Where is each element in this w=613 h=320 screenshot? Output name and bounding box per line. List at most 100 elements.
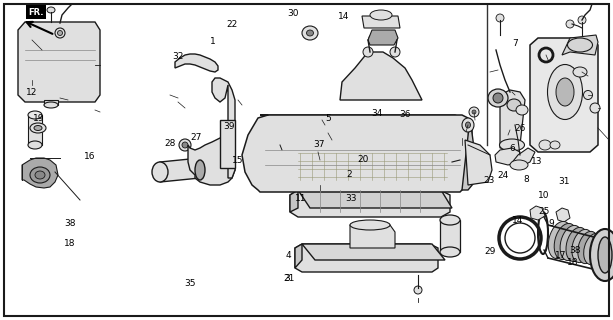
Text: 11: 11: [295, 194, 306, 203]
Polygon shape: [220, 120, 235, 168]
Ellipse shape: [469, 107, 479, 117]
Text: 19: 19: [33, 114, 44, 123]
Text: 14: 14: [338, 12, 349, 20]
Text: 16: 16: [85, 152, 96, 161]
Ellipse shape: [573, 67, 587, 77]
Text: 20: 20: [357, 155, 368, 164]
Polygon shape: [495, 148, 520, 165]
Text: 30: 30: [287, 9, 299, 18]
Ellipse shape: [306, 30, 313, 36]
Text: 14: 14: [512, 216, 524, 225]
Polygon shape: [340, 52, 422, 100]
Ellipse shape: [510, 160, 528, 170]
Text: 13: 13: [531, 157, 542, 166]
Ellipse shape: [369, 118, 381, 127]
Ellipse shape: [465, 122, 471, 128]
Ellipse shape: [283, 145, 293, 155]
Text: 28: 28: [165, 139, 176, 148]
Ellipse shape: [488, 89, 508, 107]
Ellipse shape: [578, 231, 598, 264]
Polygon shape: [562, 35, 598, 55]
Ellipse shape: [28, 111, 42, 119]
Text: 31: 31: [558, 177, 569, 186]
Ellipse shape: [274, 132, 286, 141]
Ellipse shape: [350, 220, 390, 230]
Ellipse shape: [550, 141, 560, 149]
Ellipse shape: [334, 119, 346, 129]
Text: 9: 9: [549, 220, 555, 228]
Ellipse shape: [566, 228, 588, 262]
Polygon shape: [188, 138, 235, 185]
Polygon shape: [295, 244, 438, 272]
Ellipse shape: [44, 102, 58, 108]
Polygon shape: [28, 115, 42, 145]
Text: 8: 8: [523, 175, 529, 184]
Ellipse shape: [590, 235, 609, 266]
Ellipse shape: [369, 32, 397, 44]
Ellipse shape: [556, 78, 574, 106]
Polygon shape: [44, 100, 58, 105]
Polygon shape: [212, 78, 235, 178]
Polygon shape: [368, 30, 398, 45]
Text: 33: 33: [345, 194, 356, 203]
Ellipse shape: [364, 127, 376, 137]
Ellipse shape: [458, 156, 466, 164]
Ellipse shape: [404, 119, 416, 129]
Polygon shape: [530, 206, 545, 220]
Text: 25: 25: [539, 207, 550, 216]
Ellipse shape: [195, 160, 205, 180]
Text: 22: 22: [226, 20, 237, 28]
Ellipse shape: [568, 38, 593, 52]
Polygon shape: [556, 208, 570, 222]
Ellipse shape: [500, 139, 525, 151]
Ellipse shape: [390, 47, 400, 57]
Text: 1: 1: [210, 37, 216, 46]
Ellipse shape: [554, 223, 577, 260]
Text: 38: 38: [569, 246, 581, 255]
Ellipse shape: [30, 123, 46, 133]
Text: 21: 21: [284, 274, 295, 283]
Ellipse shape: [440, 247, 460, 257]
Text: FR.: FR.: [28, 7, 44, 17]
Ellipse shape: [302, 26, 318, 40]
Ellipse shape: [363, 47, 373, 57]
Text: 17: 17: [555, 252, 566, 260]
Ellipse shape: [590, 103, 600, 113]
Ellipse shape: [472, 110, 476, 114]
Ellipse shape: [58, 30, 63, 36]
Polygon shape: [465, 140, 492, 185]
Text: 32: 32: [172, 52, 183, 61]
Polygon shape: [18, 22, 100, 102]
Ellipse shape: [595, 237, 613, 267]
Polygon shape: [298, 190, 452, 208]
Text: 7: 7: [512, 39, 518, 48]
Polygon shape: [350, 225, 395, 248]
Polygon shape: [258, 115, 472, 146]
Text: 23: 23: [484, 176, 495, 185]
Ellipse shape: [462, 118, 474, 132]
Ellipse shape: [547, 65, 582, 119]
Ellipse shape: [182, 142, 188, 148]
Text: 4: 4: [285, 252, 291, 260]
Ellipse shape: [454, 129, 466, 138]
Polygon shape: [510, 148, 535, 168]
Ellipse shape: [304, 123, 316, 132]
Ellipse shape: [440, 215, 460, 225]
Text: 5: 5: [325, 114, 331, 123]
Text: 29: 29: [485, 247, 496, 256]
Ellipse shape: [578, 16, 586, 24]
Polygon shape: [175, 54, 218, 72]
Ellipse shape: [47, 7, 55, 13]
Text: 39: 39: [223, 122, 234, 131]
Ellipse shape: [539, 140, 551, 150]
Ellipse shape: [152, 162, 168, 182]
Polygon shape: [500, 90, 525, 148]
Polygon shape: [302, 244, 445, 260]
Text: 35: 35: [185, 279, 196, 288]
Text: 12: 12: [26, 88, 37, 97]
Ellipse shape: [496, 14, 504, 22]
Text: 10: 10: [538, 191, 549, 200]
Text: 2: 2: [346, 170, 352, 179]
Ellipse shape: [370, 10, 392, 20]
Text: 3: 3: [284, 274, 290, 283]
